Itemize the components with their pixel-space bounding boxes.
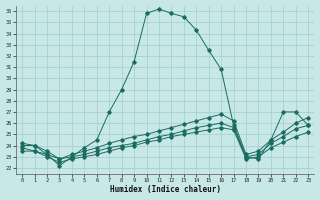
X-axis label: Humidex (Indice chaleur): Humidex (Indice chaleur) — [110, 185, 221, 194]
